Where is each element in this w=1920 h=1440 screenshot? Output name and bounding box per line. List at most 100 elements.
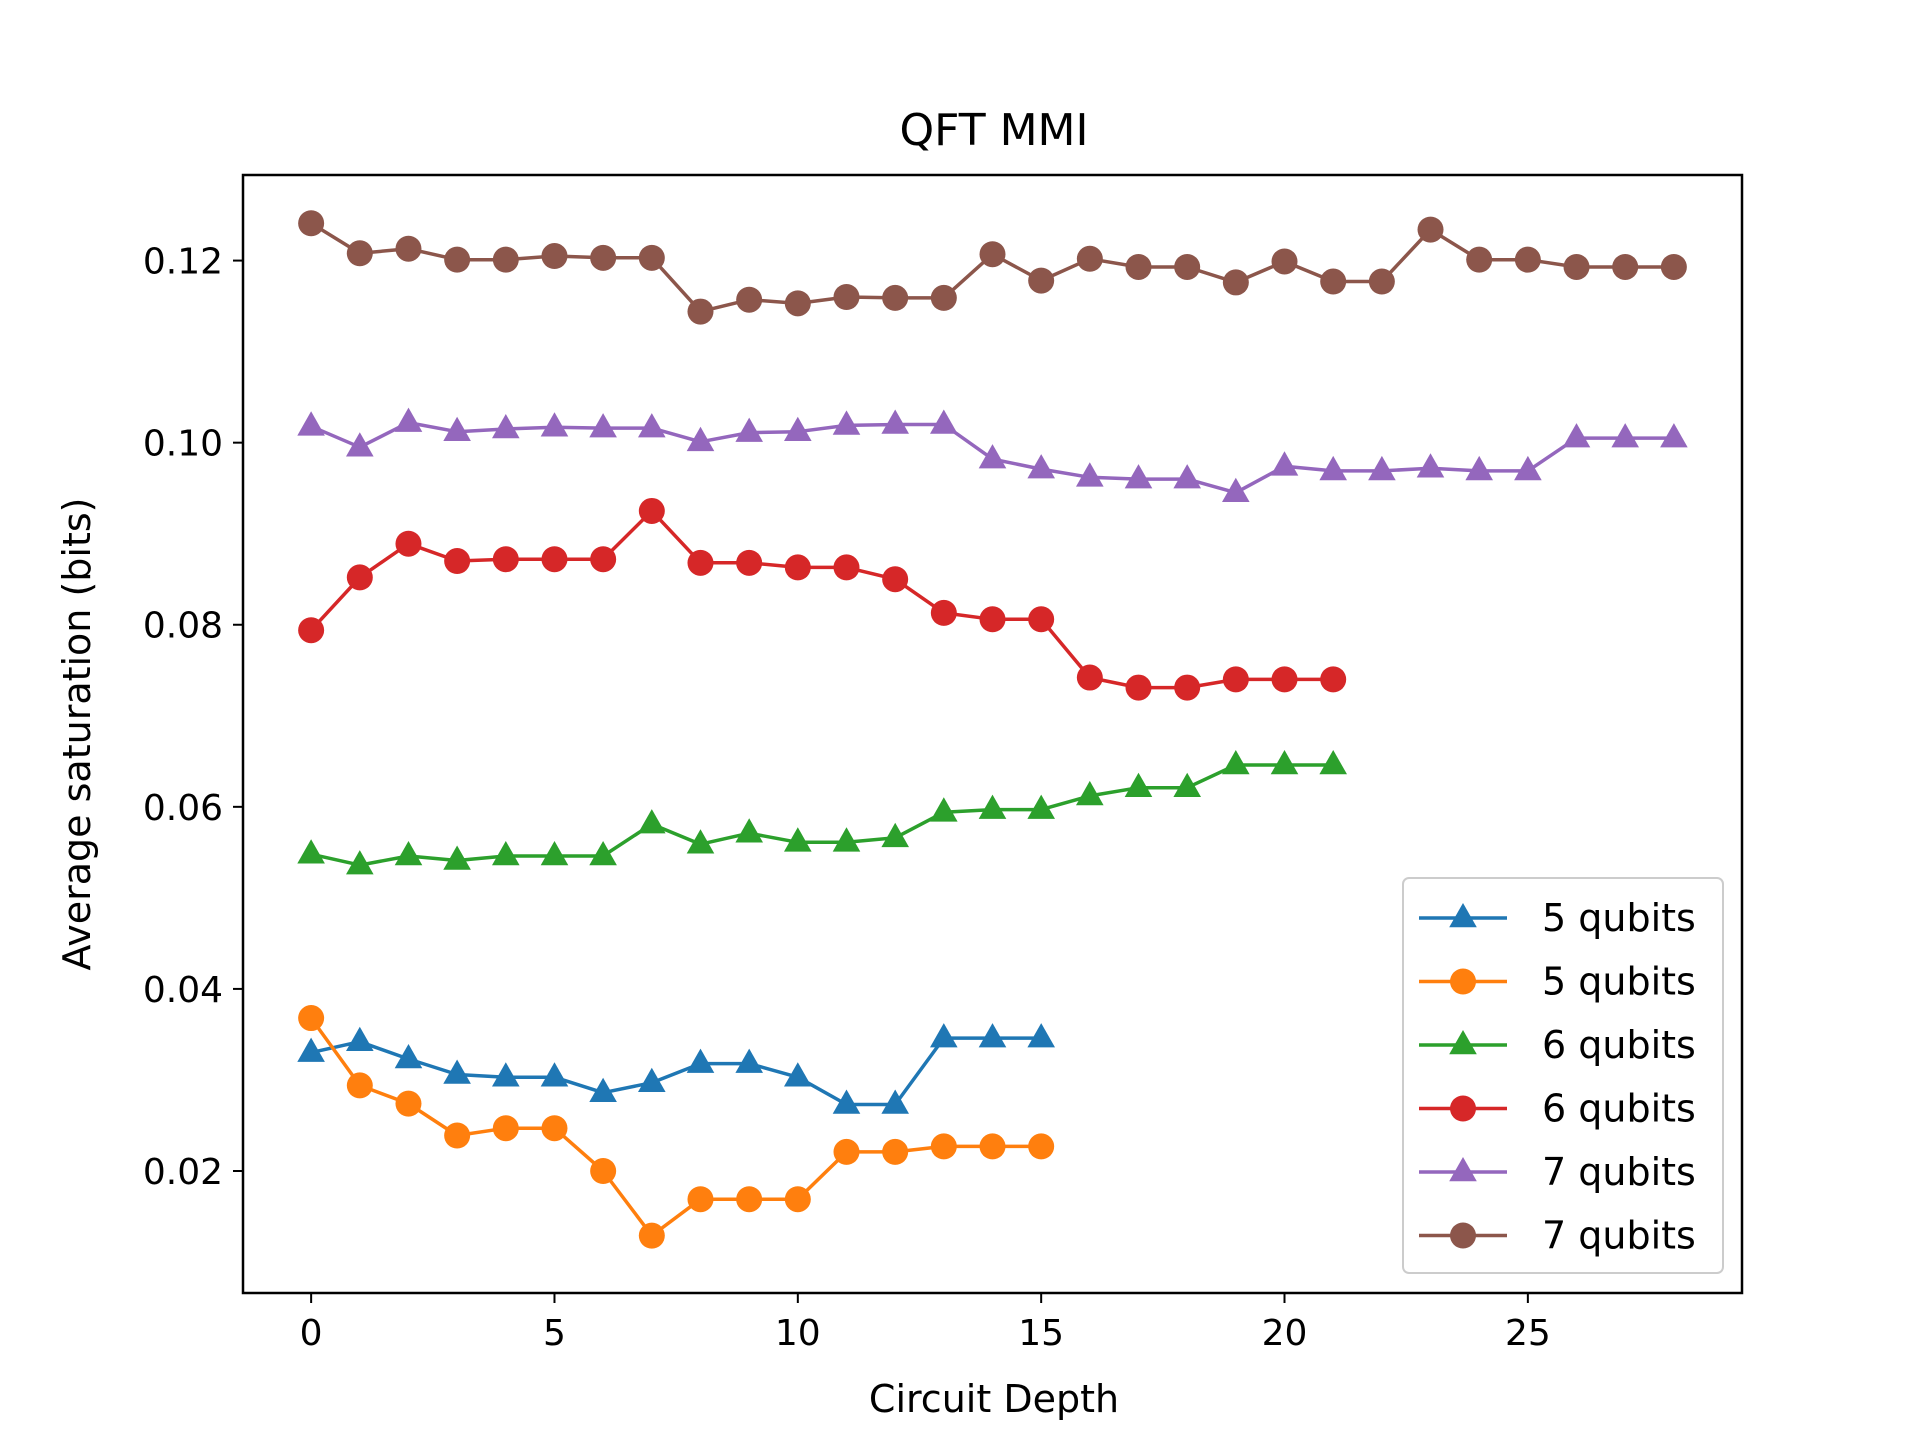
data-point	[833, 283, 860, 310]
data-point	[1174, 253, 1201, 280]
x-axis: 0 5 10 15 20 25	[300, 1293, 1551, 1354]
data-point	[589, 413, 617, 438]
data-point	[492, 1062, 520, 1087]
data-point	[589, 1077, 617, 1102]
data-point	[638, 497, 665, 524]
data-point	[1270, 451, 1299, 476]
data-point	[784, 554, 811, 581]
data-point	[1611, 423, 1639, 448]
data-point	[930, 599, 957, 626]
legend-label: 7 qubits	[1542, 1214, 1696, 1258]
data-point	[1612, 253, 1639, 280]
data-point	[638, 1067, 666, 1092]
series-5	[298, 210, 1687, 325]
series-line	[309, 509, 1334, 690]
legend-marker	[1449, 903, 1477, 928]
data-point	[978, 1023, 1007, 1048]
data-point	[394, 1044, 423, 1069]
data-point	[1222, 666, 1249, 693]
data-point	[736, 549, 763, 576]
data-point	[1514, 455, 1542, 481]
data-point	[881, 822, 909, 848]
data-point	[1368, 455, 1396, 481]
data-point	[298, 1005, 325, 1032]
data-point	[346, 1072, 373, 1099]
data-point	[832, 827, 861, 852]
y-tick-label: 0.12	[143, 242, 223, 283]
data-point	[395, 235, 422, 262]
data-point	[1417, 216, 1444, 243]
data-point	[979, 1133, 1006, 1160]
data-point	[1027, 794, 1055, 819]
data-point	[736, 286, 763, 313]
data-point	[832, 410, 861, 435]
data-point	[1320, 666, 1347, 693]
data-point	[930, 284, 957, 311]
data-point	[881, 409, 909, 434]
data-point	[541, 243, 568, 270]
data-point	[540, 412, 569, 437]
data-point	[930, 1023, 958, 1048]
data-point	[638, 413, 666, 438]
data-point	[590, 546, 617, 573]
data-point	[1076, 780, 1104, 806]
data-point	[541, 546, 568, 573]
series-line	[310, 1036, 1042, 1107]
series-4	[297, 407, 1688, 502]
data-point	[346, 564, 373, 591]
data-point	[540, 841, 569, 866]
data-point	[444, 548, 471, 575]
data-point	[1027, 1023, 1055, 1048]
data-point	[881, 1089, 909, 1114]
legend-label: 5 qubits	[1542, 960, 1696, 1004]
x-tick-label: 10	[775, 1313, 821, 1354]
data-point	[1271, 248, 1298, 275]
data-point	[930, 1133, 957, 1160]
y-tick-label: 0.08	[143, 606, 223, 647]
data-point	[832, 1089, 861, 1114]
data-point	[1270, 750, 1299, 775]
data-point	[1416, 453, 1445, 478]
data-point	[1222, 269, 1249, 296]
data-point	[978, 794, 1007, 819]
data-point	[1271, 666, 1298, 693]
data-point	[1124, 464, 1153, 489]
series-3	[298, 497, 1347, 701]
series-2	[297, 750, 1347, 875]
legend-marker	[1450, 968, 1476, 995]
data-point	[784, 416, 812, 441]
data-point	[590, 1158, 617, 1185]
legend-label: 5 qubits	[1542, 896, 1696, 940]
data-point	[687, 1186, 714, 1213]
x-tick-label: 5	[543, 1313, 566, 1354]
data-point	[686, 426, 715, 452]
data-point	[1319, 750, 1347, 775]
data-point	[1076, 462, 1104, 487]
legend-marker	[1450, 1095, 1476, 1122]
series-line	[310, 763, 1334, 867]
data-point	[1125, 253, 1152, 280]
data-point	[784, 1062, 812, 1087]
data-point	[1076, 664, 1103, 691]
legend-entry: 7 qubits	[1419, 1150, 1696, 1194]
data-point	[979, 606, 1006, 633]
y-tick-label: 0.06	[143, 788, 223, 829]
data-point	[298, 617, 325, 644]
data-point	[492, 1115, 519, 1142]
x-tick-label: 25	[1505, 1313, 1551, 1354]
data-point	[589, 841, 617, 866]
data-point	[1027, 454, 1055, 479]
data-point	[1076, 245, 1103, 272]
data-point	[443, 416, 471, 441]
data-point	[1465, 455, 1493, 481]
data-point	[638, 244, 665, 271]
data-point	[686, 829, 715, 854]
data-point	[833, 554, 860, 581]
data-point	[1125, 674, 1152, 701]
data-point	[1562, 423, 1591, 448]
legend-box	[1402, 877, 1724, 1274]
y-tick-label: 0.10	[143, 424, 223, 465]
data-point	[443, 1059, 471, 1084]
data-point	[979, 241, 1006, 268]
